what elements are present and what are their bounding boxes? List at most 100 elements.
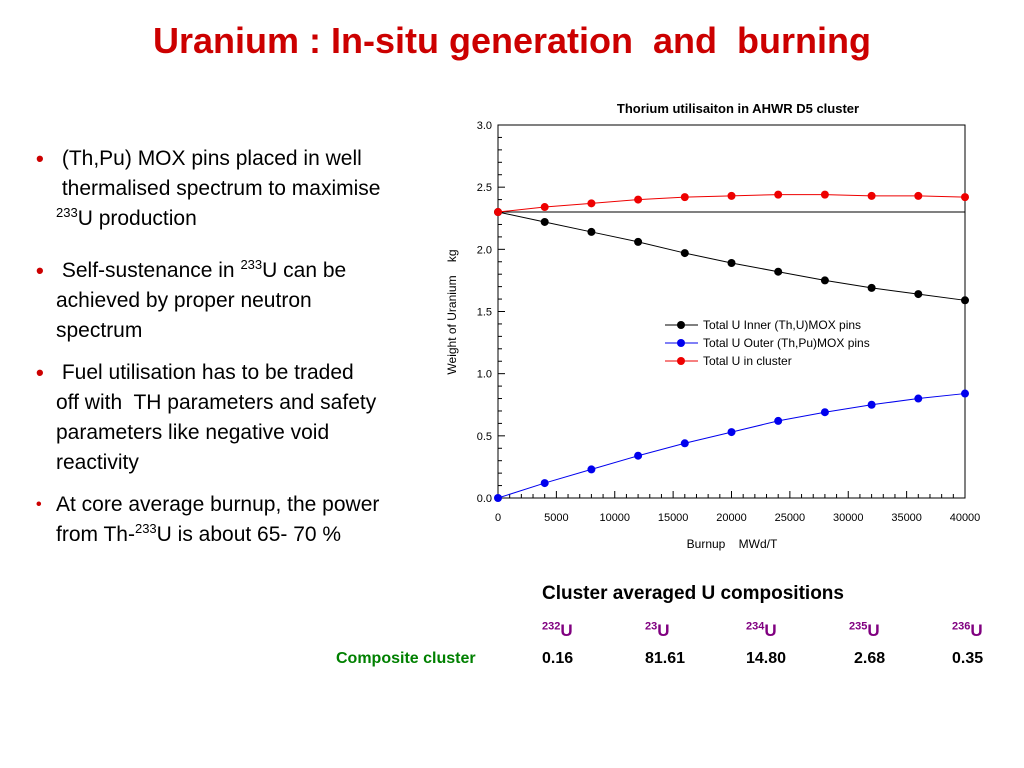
- y-axis-label: Weight of Uranium kg: [445, 249, 459, 374]
- isotope-header: 235U: [849, 621, 880, 641]
- bullet-item: • Self-sustenance in 233U can be achieve…: [36, 256, 456, 346]
- y-tick-label: 0.0: [477, 493, 492, 505]
- x-tick-label: 40000: [950, 512, 981, 524]
- chart-title: Thorium utilisaiton in AHWR D5 cluster: [617, 101, 859, 116]
- data-point: [914, 290, 923, 299]
- data-point: [820, 408, 829, 417]
- data-point: [680, 193, 689, 202]
- composition-value: 0.35: [952, 650, 984, 667]
- data-point: [961, 296, 969, 305]
- x-tick-label: 35000: [891, 512, 922, 524]
- burnup-chart: Thorium utilisaiton in AHWR D5 cluster B…: [445, 101, 981, 551]
- composition-value: 2.68: [854, 650, 886, 667]
- isotope-symbol: U: [867, 621, 880, 640]
- data-point: [774, 416, 783, 425]
- y-tick-label: 2.5: [477, 182, 492, 194]
- isotope-symbol: U: [657, 621, 670, 640]
- data-point: [540, 479, 549, 488]
- plot-frame: [497, 124, 966, 499]
- data-point: [961, 193, 969, 202]
- isotope-header: 234U: [746, 621, 777, 641]
- composition-value: 14.80: [746, 650, 787, 667]
- series-line-2: [497, 393, 966, 499]
- x-tick-label: 10000: [599, 512, 630, 524]
- data-point: [587, 465, 596, 474]
- bullet-item: • At core average burnup, the power from…: [36, 490, 456, 550]
- composition-title: Cluster averaged U compositions: [542, 583, 844, 604]
- data-point: [961, 389, 969, 398]
- legend-entry: Total U in cluster: [703, 354, 792, 368]
- y-tick-label: 0.5: [477, 431, 492, 443]
- x-tick-label: 30000: [833, 512, 864, 524]
- data-point: [540, 203, 549, 212]
- data-point: [634, 195, 643, 204]
- isotope-header: 232U: [542, 621, 573, 641]
- legend-marker: [677, 339, 685, 347]
- bullet-dot-icon: •: [36, 360, 44, 385]
- composition-value: 0.16: [542, 650, 574, 667]
- x-tick-label: 20000: [716, 512, 747, 524]
- isotope-mass: 235: [849, 620, 868, 633]
- data-point: [774, 190, 783, 199]
- data-point: [867, 400, 876, 409]
- bullet-text: Self-sustenance in: [56, 259, 241, 282]
- data-point: [494, 208, 502, 217]
- bullet-text-tail: U can be achieved by proper neutron spec…: [56, 259, 347, 342]
- legend-marker: [677, 357, 685, 365]
- bullet-text: Fuel utilisation has to be traded off wi…: [56, 361, 377, 474]
- y-tick-label: 2.0: [477, 244, 492, 256]
- bullet-text: At core average burnup, the power from T…: [56, 493, 380, 546]
- data-point: [727, 259, 736, 268]
- x-tick-label: 15000: [658, 512, 689, 524]
- isotope-symbol: U: [764, 621, 777, 640]
- composite-cluster-label: Composite cluster: [336, 650, 476, 667]
- isotope-superscript: 233: [56, 205, 78, 220]
- isotope-mass: 236: [952, 620, 971, 633]
- data-point: [820, 276, 829, 285]
- series-line-1: [497, 211, 966, 301]
- y-tick-label: 1.5: [477, 307, 492, 319]
- data-point: [587, 199, 596, 208]
- bullet-dot-icon: •: [36, 258, 44, 283]
- isotope-mass: 234: [746, 620, 765, 633]
- bullet-dot-icon: •: [36, 146, 44, 171]
- legend-entry: Total U Inner (Th,U)MOX pins: [703, 318, 861, 332]
- x-tick-label: 0: [495, 512, 501, 524]
- bullet-text-tail: U is about 65- 70 %: [156, 523, 342, 546]
- legend-marker: [677, 321, 685, 329]
- legend-entry: Total U Outer (Th,Pu)MOX pins: [703, 336, 870, 350]
- isotope-mass: 232: [542, 620, 561, 633]
- data-point: [680, 439, 689, 448]
- y-tick-label: 1.0: [477, 369, 492, 381]
- isotope-symbol: U: [560, 621, 573, 640]
- isotope-header: 236U: [952, 621, 983, 641]
- data-point: [587, 227, 596, 236]
- x-tick-label: 25000: [775, 512, 806, 524]
- x-tick-label: 5000: [544, 512, 568, 524]
- isotope-superscript: 233: [240, 257, 263, 272]
- data-point: [727, 191, 736, 200]
- data-point: [540, 217, 549, 226]
- bullet-item: • Fuel utilisation has to be traded off …: [36, 358, 456, 478]
- bullet-dot-icon: •: [36, 496, 42, 513]
- composition-value: 81.61: [645, 650, 686, 667]
- data-point: [774, 267, 783, 276]
- data-point: [914, 191, 923, 200]
- isotope-symbol: U: [970, 621, 983, 640]
- data-point: [680, 249, 689, 258]
- data-point: [867, 191, 876, 200]
- y-tick-label: 3.0: [477, 120, 492, 132]
- data-point: [494, 494, 502, 502]
- data-point: [634, 237, 643, 246]
- bullet-text: (Th,Pu) MOX pins placed in well thermali…: [61, 147, 381, 200]
- x-axis-label: Burnup MWd/T: [687, 537, 778, 551]
- isotope-superscript: 233: [134, 521, 157, 536]
- isotope-mass: 23: [645, 620, 658, 633]
- data-point: [727, 428, 736, 437]
- bullet-item: • (Th,Pu) MOX pins placed in well therma…: [36, 144, 456, 234]
- data-point: [914, 394, 923, 403]
- data-point: [634, 451, 643, 460]
- bullet-text-tail: U production: [77, 207, 197, 230]
- isotope-header: 23U: [645, 621, 670, 641]
- slide-title: Uranium : In-situ generation and burning: [153, 20, 871, 61]
